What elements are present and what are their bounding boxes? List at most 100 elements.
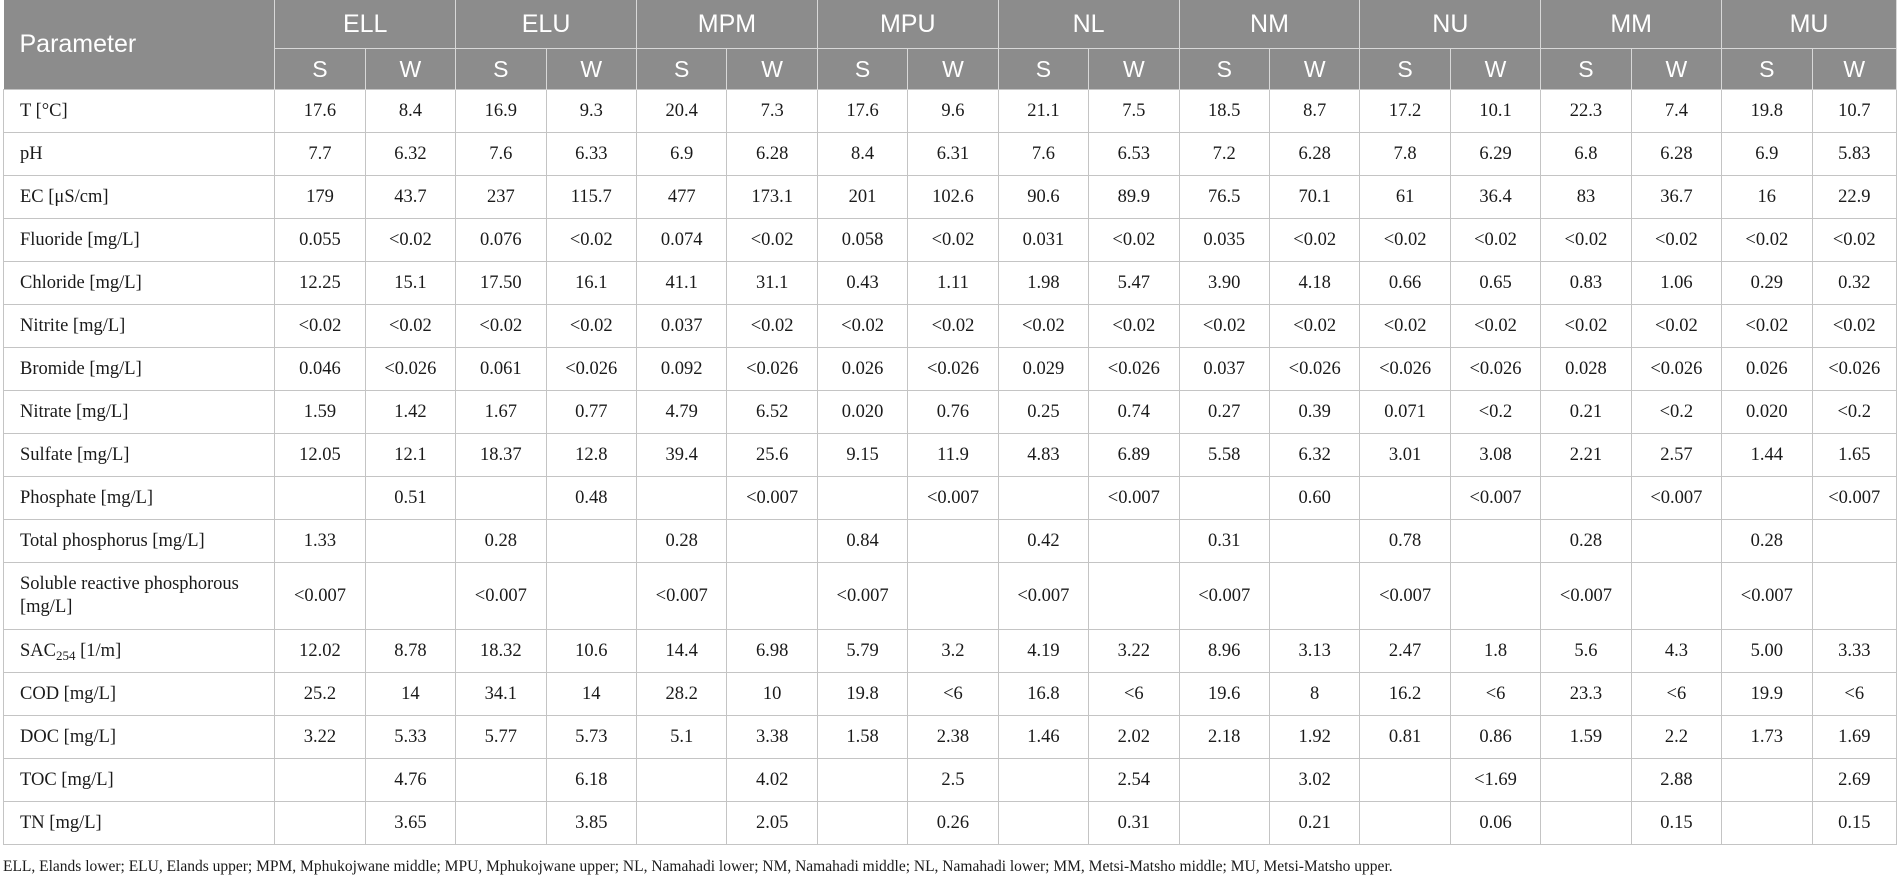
value-cell: 10.7 bbox=[1811, 89, 1898, 133]
value-cell: <0.02 bbox=[1088, 218, 1180, 262]
value-cell: 0.65 bbox=[1449, 261, 1542, 305]
value-cell: 14 bbox=[364, 672, 457, 716]
value-cell: 22.9 bbox=[1811, 175, 1898, 219]
value-cell: <0.2 bbox=[1811, 390, 1898, 434]
value-cell: 3.01 bbox=[1359, 433, 1451, 477]
value-cell: 12.8 bbox=[545, 433, 637, 477]
parameter-label: T [°C] bbox=[2, 89, 276, 133]
value-cell bbox=[364, 519, 457, 563]
parameter-label-text: SAC bbox=[20, 640, 56, 661]
value-cell: <0.026 bbox=[726, 347, 818, 391]
table-body: T [°C] 17.6 8.4 16.9 9.3 20.4 7.3 17.6 9.6 21.1 7.… bbox=[2, 89, 1898, 845]
value-cell: <0.02 bbox=[364, 218, 457, 262]
season-header: W bbox=[1812, 48, 1898, 90]
value-cell: 0.81 bbox=[1359, 715, 1451, 759]
value-cell: <0.02 bbox=[997, 304, 1090, 348]
value-cell: 3.08 bbox=[1449, 433, 1542, 477]
table-row: Phosphate [mg/L] 0.51 0.48 <0.007 <0.007 <0.0… bbox=[2, 476, 1898, 520]
value-cell: 41.1 bbox=[635, 261, 728, 305]
value-cell bbox=[635, 801, 728, 845]
value-cell: 5.77 bbox=[455, 715, 547, 759]
value-cell: 3.65 bbox=[364, 801, 457, 845]
value-cell: 0.020 bbox=[1721, 390, 1813, 434]
season-header: W bbox=[1631, 48, 1723, 90]
value-cell: <0.007 bbox=[726, 476, 818, 520]
value-cell: <0.02 bbox=[1268, 218, 1361, 262]
parameter-label: Soluble reactive phosphorous [mg/L] bbox=[2, 562, 276, 630]
site-header: NU bbox=[1359, 0, 1542, 49]
value-cell: 8.96 bbox=[1178, 629, 1270, 673]
value-cell: 18.5 bbox=[1178, 89, 1270, 133]
table-row: Chloride [mg/L] 12.25 15.1 17.50 16.1 41.1 31.… bbox=[2, 261, 1898, 305]
value-cell: <0.02 bbox=[1178, 304, 1270, 348]
table-row: COD [mg/L] 25.2 14 34.1 14 28.2 10 19.8 <6 16.8 <6… bbox=[2, 672, 1898, 716]
value-cell: <0.026 bbox=[1449, 347, 1542, 391]
value-cell: 1.42 bbox=[364, 390, 457, 434]
value-cell: 0.028 bbox=[1540, 347, 1632, 391]
season-header: W bbox=[1088, 48, 1180, 90]
site-header: ELL bbox=[274, 0, 457, 49]
value-cell: 7.8 bbox=[1359, 132, 1451, 176]
value-cell: 2.38 bbox=[907, 715, 999, 759]
value-cell: 5.79 bbox=[816, 629, 909, 673]
value-cell bbox=[635, 758, 728, 802]
table-row: Soluble reactive phosphorous [mg/L] <0.00… bbox=[2, 562, 1898, 630]
site-header: MPM bbox=[636, 0, 818, 49]
value-cell: 6.53 bbox=[1088, 132, 1180, 176]
value-cell bbox=[1268, 562, 1361, 630]
value-cell: <0.02 bbox=[1449, 218, 1542, 262]
value-cell: <0.007 bbox=[816, 562, 909, 630]
value-cell: 179 bbox=[274, 175, 366, 219]
value-cell: 6.52 bbox=[726, 390, 818, 434]
value-cell: 6.28 bbox=[1268, 132, 1361, 176]
value-cell: 7.4 bbox=[1630, 89, 1723, 133]
parameter-label-subscript: 254 bbox=[56, 647, 76, 663]
value-cell: 0.66 bbox=[1359, 261, 1451, 305]
value-cell: 22.3 bbox=[1540, 89, 1632, 133]
value-cell: 0.43 bbox=[816, 261, 909, 305]
value-cell: <0.02 bbox=[1630, 218, 1723, 262]
table-footnote: ELL, Elands lower; ELU, Elands upper; MP… bbox=[3, 858, 1393, 875]
value-cell: <0.007 bbox=[635, 562, 728, 630]
value-cell: 6.8 bbox=[1540, 132, 1632, 176]
site-header: MPU bbox=[817, 0, 999, 49]
value-cell: 9.15 bbox=[816, 433, 909, 477]
value-cell: 3.90 bbox=[1178, 261, 1270, 305]
value-cell: 3.22 bbox=[1088, 629, 1180, 673]
value-cell: 0.15 bbox=[1811, 801, 1898, 845]
value-cell: 8.78 bbox=[364, 629, 457, 673]
value-cell bbox=[997, 476, 1090, 520]
value-cell: 5.33 bbox=[364, 715, 457, 759]
value-cell: <0.02 bbox=[1088, 304, 1180, 348]
site-header: ELU bbox=[455, 0, 637, 49]
value-cell: <0.02 bbox=[274, 304, 366, 348]
value-cell: 4.18 bbox=[1268, 261, 1361, 305]
value-cell: 3.85 bbox=[545, 801, 637, 845]
table-row: Total phosphorus [mg/L] 1.33 0.28 0.28 0.84 0… bbox=[2, 519, 1898, 563]
value-cell: 7.5 bbox=[1088, 89, 1180, 133]
value-cell: <0.026 bbox=[1268, 347, 1361, 391]
value-cell: 9.6 bbox=[907, 89, 999, 133]
value-cell: <0.02 bbox=[1721, 218, 1813, 262]
season-header: S bbox=[274, 48, 366, 90]
value-cell: 6.33 bbox=[545, 132, 637, 176]
parameter-label: COD [mg/L] bbox=[2, 672, 276, 716]
value-cell bbox=[1178, 758, 1270, 802]
value-cell: <6 bbox=[1811, 672, 1898, 716]
value-cell: 16 bbox=[1721, 175, 1813, 219]
value-cell bbox=[1811, 562, 1898, 630]
parameter-label: Fluoride [mg/L] bbox=[2, 218, 276, 262]
value-cell: 3.02 bbox=[1268, 758, 1361, 802]
value-cell: 8.4 bbox=[364, 89, 457, 133]
value-cell bbox=[816, 801, 909, 845]
value-cell bbox=[455, 801, 547, 845]
value-cell: 8.4 bbox=[816, 132, 909, 176]
value-cell: 12.05 bbox=[274, 433, 366, 477]
value-cell bbox=[1721, 758, 1813, 802]
value-cell: 0.061 bbox=[455, 347, 547, 391]
value-cell: 3.22 bbox=[274, 715, 366, 759]
value-cell: <0.02 bbox=[1540, 218, 1632, 262]
value-cell: <0.02 bbox=[1540, 304, 1632, 348]
